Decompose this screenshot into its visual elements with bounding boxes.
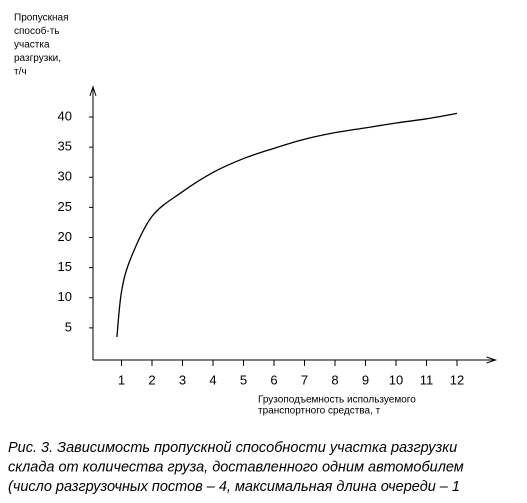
y-tick-label: 10 <box>58 289 72 304</box>
x-axis-label: Грузоподъемность используемого <box>258 395 416 406</box>
y-axis-label: разгрузки, <box>14 53 61 64</box>
x-axis-label: транспортного средства, т <box>258 406 381 417</box>
y-tick-label: 25 <box>58 199 72 214</box>
y-tick-label: 30 <box>58 169 72 184</box>
caption: склада от количества груза, доставленног… <box>8 459 464 475</box>
caption: Рис. 3. Зависимость пропускной способнос… <box>8 440 457 456</box>
x-tick-label: 6 <box>270 372 277 387</box>
x-tick-label: 8 <box>331 372 338 387</box>
y-tick-label: 40 <box>58 108 72 123</box>
caption: (число разгрузочных постов – 4, максимал… <box>8 479 460 495</box>
x-tick-label: 10 <box>389 372 403 387</box>
x-tick-label: 4 <box>209 372 216 387</box>
x-tick-label: 3 <box>179 372 186 387</box>
x-tick-label: 7 <box>301 372 308 387</box>
x-axis-arrow <box>486 356 498 364</box>
x-tick-label: 1 <box>118 372 125 387</box>
y-axis-arrow <box>89 85 97 97</box>
y-axis-label: способ-ть <box>14 25 60 37</box>
x-tick-label: 9 <box>362 372 369 387</box>
x-tick-label: 5 <box>240 372 247 387</box>
y-axis-label: т/ч <box>14 67 27 78</box>
x-tick-label: 12 <box>450 372 464 387</box>
y-tick-label: 35 <box>58 139 72 154</box>
curve <box>116 112 458 337</box>
y-tick-label: 20 <box>58 229 72 244</box>
y-axis-label: участка <box>14 40 50 51</box>
x-tick-label: 11 <box>420 372 434 387</box>
y-tick-label: 15 <box>58 259 72 274</box>
y-tick-label: 5 <box>65 319 72 334</box>
y-axis-label: Пропускная <box>14 13 69 24</box>
x-tick-label: 2 <box>148 372 155 387</box>
